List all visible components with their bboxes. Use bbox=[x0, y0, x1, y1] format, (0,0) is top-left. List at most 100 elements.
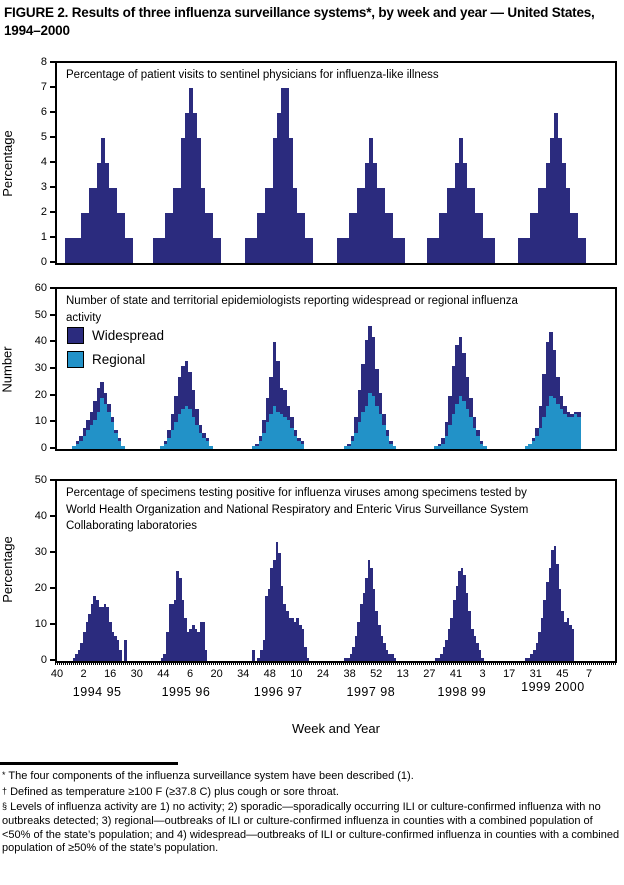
regional-segment bbox=[465, 409, 470, 450]
y-tick-label: 5 bbox=[40, 131, 47, 144]
y-tick-mark bbox=[50, 313, 55, 316]
week-bar bbox=[105, 163, 110, 264]
week-bar bbox=[447, 628, 451, 662]
week-bar bbox=[165, 632, 169, 662]
week-tick-label: 3 bbox=[479, 668, 486, 681]
widespread-segment bbox=[354, 417, 358, 434]
widespread-segment bbox=[114, 430, 118, 434]
regional-segment bbox=[258, 441, 263, 450]
week-bar bbox=[111, 632, 115, 662]
week-bar bbox=[517, 238, 522, 264]
week-bar bbox=[256, 213, 261, 264]
widespread-segment bbox=[300, 441, 305, 444]
week-bar bbox=[176, 571, 179, 662]
stacked-week-bar bbox=[573, 411, 578, 450]
regional-segment bbox=[375, 406, 379, 450]
week-bar bbox=[459, 138, 464, 264]
stacked-week-bar bbox=[350, 435, 355, 450]
widespread-segment bbox=[350, 435, 355, 442]
weekly-minor-ticks bbox=[55, 661, 617, 666]
widespread-segment bbox=[385, 430, 390, 436]
regional-segment bbox=[300, 443, 305, 450]
season-3-bars bbox=[251, 342, 305, 450]
week-tick-label: 2 bbox=[80, 668, 87, 681]
widespread-segment bbox=[269, 377, 273, 415]
regional-segment bbox=[167, 438, 171, 450]
y-tick-label: 4 bbox=[40, 156, 47, 169]
stacked-week-bar bbox=[559, 395, 564, 450]
week-bar bbox=[357, 621, 360, 662]
week-bar bbox=[344, 657, 347, 662]
widespread-segment bbox=[198, 425, 203, 434]
week-bar bbox=[291, 617, 294, 662]
widespread-segment bbox=[566, 411, 571, 418]
week-bar bbox=[265, 596, 268, 662]
y-tick-mark bbox=[50, 211, 55, 214]
week-tick-label: 38 bbox=[343, 668, 356, 681]
week-tick-label: 45 bbox=[556, 668, 569, 681]
week-bar bbox=[336, 238, 341, 264]
y-tick-label: 6 bbox=[40, 106, 47, 119]
widespread-segment bbox=[357, 390, 362, 423]
regional-segment bbox=[297, 441, 301, 450]
stacked-week-bar bbox=[528, 443, 532, 450]
regional-segment bbox=[117, 441, 122, 450]
regional-segment bbox=[170, 430, 175, 450]
week-bar bbox=[73, 238, 78, 264]
regional-segment bbox=[72, 446, 76, 450]
stacked-week-bar bbox=[258, 435, 263, 450]
y-tick-label: 50 bbox=[34, 308, 47, 321]
widespread-segment bbox=[290, 417, 294, 428]
season-3-bars bbox=[252, 542, 310, 662]
stacked-week-bar bbox=[195, 409, 199, 450]
widespread-segment bbox=[89, 411, 94, 426]
week-bar bbox=[443, 213, 448, 264]
stacked-week-bar bbox=[93, 401, 97, 450]
week-bar bbox=[75, 653, 78, 662]
widespread-segment bbox=[559, 395, 564, 410]
y-tick-mark bbox=[50, 340, 55, 343]
week-bar bbox=[545, 581, 549, 662]
regional-segment bbox=[188, 409, 192, 450]
stacked-week-bar bbox=[96, 387, 101, 450]
widespread-segment bbox=[107, 403, 111, 412]
regional-segment bbox=[103, 403, 108, 450]
week-bar bbox=[185, 113, 190, 264]
week-bar bbox=[458, 571, 461, 662]
regional-segment bbox=[549, 395, 553, 450]
widespread-segment bbox=[573, 411, 578, 415]
widespread-segment bbox=[556, 377, 560, 404]
stacked-week-bar bbox=[290, 417, 294, 450]
week-bar bbox=[553, 545, 557, 662]
widespread-segment bbox=[184, 361, 189, 407]
week-bar bbox=[248, 238, 253, 264]
regional-segment bbox=[279, 414, 284, 450]
week-bar bbox=[380, 188, 385, 264]
regional-segment bbox=[528, 443, 532, 450]
widespread-segment bbox=[531, 438, 536, 442]
widespread-segment bbox=[191, 390, 196, 418]
regional-segment bbox=[89, 425, 94, 450]
footnote-ili-definition: † Defined as temperature ≥100 F (≥37.8 C… bbox=[2, 786, 620, 800]
sentinel-visits-plot-area: Percentage of patient visits to sentinel… bbox=[55, 61, 617, 266]
y-tick-mark bbox=[50, 515, 55, 518]
regional-segment bbox=[286, 419, 291, 450]
week-bar bbox=[157, 238, 162, 264]
regional-segment bbox=[283, 417, 287, 450]
season-1-bars bbox=[72, 596, 128, 662]
week-bar bbox=[566, 617, 570, 662]
week-bar bbox=[556, 563, 559, 662]
regional-segment bbox=[347, 446, 351, 450]
widespread-segment bbox=[265, 398, 270, 423]
regional-segment bbox=[265, 422, 270, 450]
week-bar bbox=[121, 213, 126, 264]
y-axis-label-percentage-2: Percentage bbox=[0, 535, 15, 603]
week-bar bbox=[447, 188, 452, 264]
week-bar bbox=[177, 188, 182, 264]
week-bar bbox=[481, 657, 485, 662]
week-bar bbox=[376, 188, 381, 264]
week-bar bbox=[205, 213, 210, 264]
week-bar bbox=[476, 643, 479, 662]
stacked-week-bar bbox=[448, 395, 452, 450]
sentinel-visits-bars bbox=[57, 63, 615, 264]
